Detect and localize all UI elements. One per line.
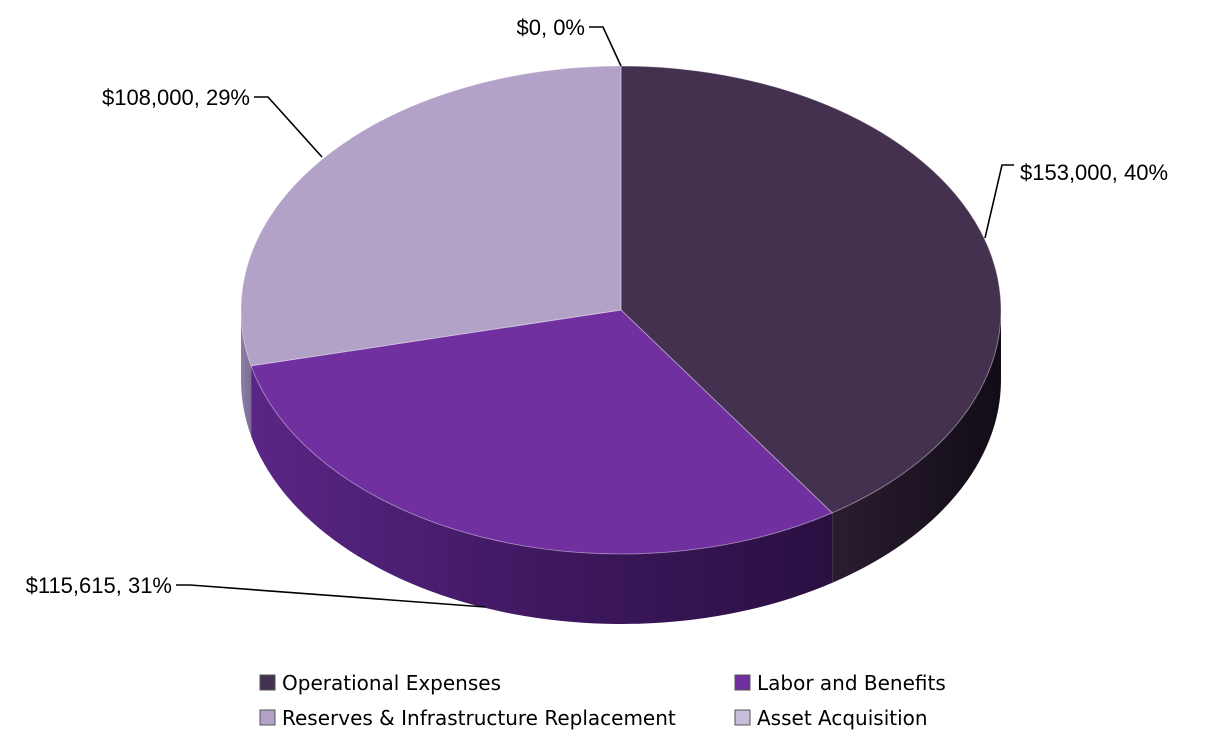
leader-line-2	[254, 96, 323, 158]
data-label-2: $108,000, 29%	[102, 85, 250, 110]
legend-label-3: Asset Acquisition	[757, 706, 928, 730]
pie-slice-1	[250, 309, 834, 555]
legend-swatch-0	[259, 674, 276, 691]
pie-sides	[241, 310, 1001, 624]
data-label-0: $153,000, 40%	[1020, 160, 1168, 185]
legend-swatch-1	[734, 674, 751, 691]
label-leaders	[176, 26, 1014, 608]
legend-swatch-3	[734, 709, 751, 726]
leader-line-3	[589, 26, 622, 67]
legend-label-1: Labor and Benefits	[757, 671, 946, 695]
leader-line-1	[176, 584, 486, 608]
pie-side-1	[251, 365, 833, 624]
data-label-1: $115,615, 31%	[26, 573, 172, 598]
pie-slice-2	[240, 65, 622, 367]
pie-slice-0	[620, 65, 1002, 514]
pie-side-0	[832, 310, 1001, 583]
data-label-3: $0, 0%	[517, 15, 586, 40]
legend-label-0: Operational Expenses	[282, 671, 501, 695]
legend-swatch-2	[259, 709, 276, 726]
leader-line-0	[984, 164, 1014, 239]
legend: Operational Expenses Labor and Benefits Re…	[259, 671, 946, 730]
data-labels: $153,000, 40% $115,615, 31% $108,000, 29% $…	[26, 15, 1168, 598]
legend-label-2: Reserves & Infrastructure Replacement	[282, 706, 676, 730]
pie-tops	[240, 65, 1002, 555]
pie-side-2	[241, 310, 252, 436]
